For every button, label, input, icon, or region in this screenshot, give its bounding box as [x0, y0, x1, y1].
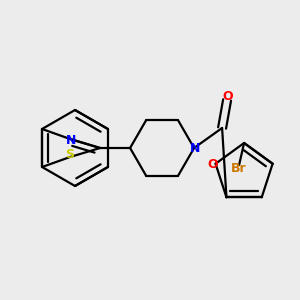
Text: N: N [66, 134, 76, 148]
Text: N: N [190, 142, 200, 154]
Text: O: O [223, 91, 233, 103]
Text: S: S [66, 148, 75, 161]
Text: Br: Br [231, 163, 247, 176]
Text: O: O [207, 158, 218, 171]
